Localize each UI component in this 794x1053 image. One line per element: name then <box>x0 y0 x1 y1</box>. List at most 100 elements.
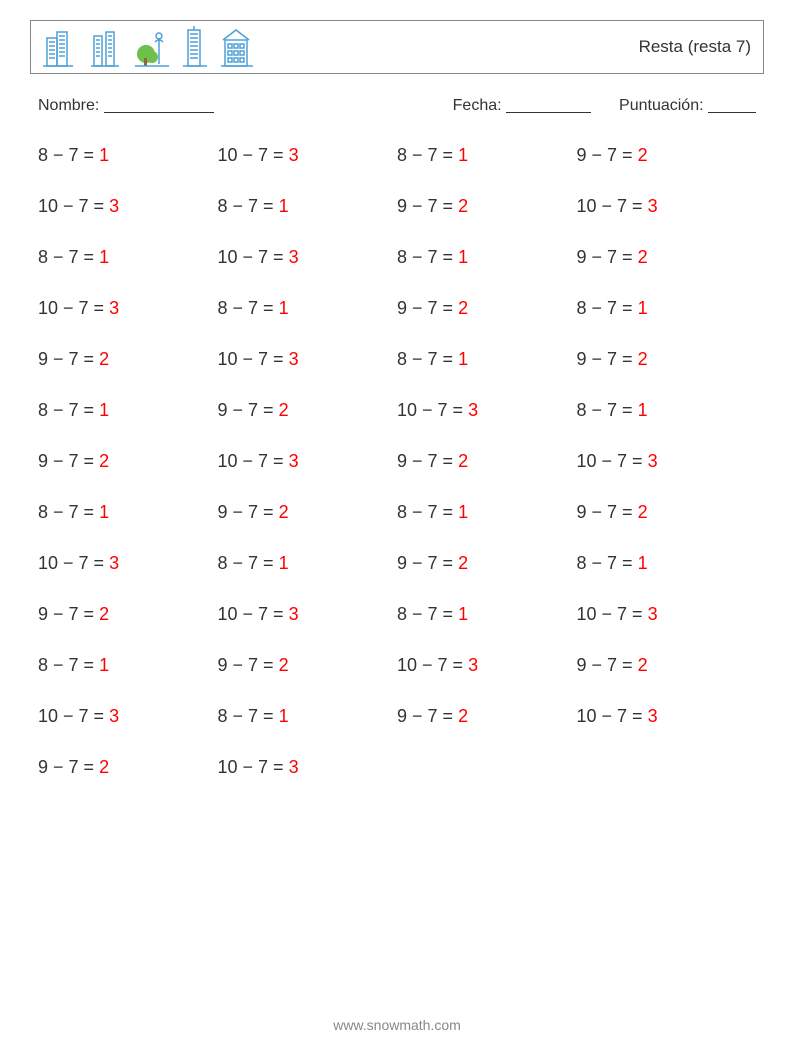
answer-text: 2 <box>279 400 289 420</box>
answer-text: 3 <box>289 604 299 624</box>
answer-text: 3 <box>468 655 478 675</box>
answer-text: 1 <box>279 706 289 726</box>
problem-cell: 8 − 7 = 1 <box>397 349 577 370</box>
answer-text: 1 <box>638 400 648 420</box>
answer-text: 1 <box>99 145 109 165</box>
answer-text: 3 <box>289 145 299 165</box>
answer-text: 2 <box>638 247 648 267</box>
problem-cell: 10 − 7 = 3 <box>38 298 218 319</box>
problem-cell: 10 − 7 = 3 <box>218 145 398 166</box>
equation-text: 8 − 7 = <box>397 145 458 165</box>
answer-text: 2 <box>279 502 289 522</box>
answer-text: 3 <box>468 400 478 420</box>
answer-text: 2 <box>458 298 468 318</box>
equation-text: 9 − 7 = <box>38 757 99 777</box>
answer-text: 2 <box>458 196 468 216</box>
problem-row: 8 − 7 = 110 − 7 = 38 − 7 = 19 − 7 = 2 <box>38 247 756 268</box>
equation-text: 10 − 7 = <box>218 145 289 165</box>
equation-text: 9 − 7 = <box>218 400 279 420</box>
problem-row: 9 − 7 = 210 − 7 = 3 <box>38 757 756 778</box>
answer-text: 3 <box>109 553 119 573</box>
equation-text: 9 − 7 = <box>397 706 458 726</box>
equation-text: 10 − 7 = <box>218 757 289 777</box>
problem-cell: 8 − 7 = 1 <box>38 145 218 166</box>
problem-cell: 8 − 7 = 1 <box>577 400 757 421</box>
problem-row: 9 − 7 = 210 − 7 = 38 − 7 = 19 − 7 = 2 <box>38 349 756 370</box>
problem-row: 8 − 7 = 19 − 7 = 210 − 7 = 38 − 7 = 1 <box>38 400 756 421</box>
header-box: Resta (resta 7) <box>30 20 764 74</box>
answer-text: 1 <box>99 502 109 522</box>
equation-text: 10 − 7 = <box>218 451 289 471</box>
name-field: Nombre: <box>38 96 214 115</box>
problem-cell: 8 − 7 = 1 <box>38 655 218 676</box>
equation-text: 8 − 7 = <box>38 400 99 420</box>
problem-cell: 9 − 7 = 2 <box>397 706 577 727</box>
score-field: Puntuación: <box>619 96 756 115</box>
problem-row: 10 − 7 = 38 − 7 = 19 − 7 = 28 − 7 = 1 <box>38 553 756 574</box>
problem-cell: 9 − 7 = 2 <box>577 349 757 370</box>
equation-text: 8 − 7 = <box>38 247 99 267</box>
answer-text: 1 <box>458 247 468 267</box>
equation-text: 8 − 7 = <box>218 196 279 216</box>
problem-cell: 8 − 7 = 1 <box>397 247 577 268</box>
problem-cell: 10 − 7 = 3 <box>577 604 757 625</box>
equation-text: 10 − 7 = <box>577 604 648 624</box>
problem-cell: 9 − 7 = 2 <box>397 196 577 217</box>
equation-text: 10 − 7 = <box>577 196 648 216</box>
problem-cell: 10 − 7 = 3 <box>218 604 398 625</box>
problem-cell: 9 − 7 = 2 <box>397 298 577 319</box>
answer-text: 2 <box>99 349 109 369</box>
answer-text: 3 <box>289 451 299 471</box>
problem-cell: 8 − 7 = 1 <box>577 553 757 574</box>
answer-text: 2 <box>458 706 468 726</box>
problem-row: 8 − 7 = 19 − 7 = 28 − 7 = 19 − 7 = 2 <box>38 502 756 523</box>
answer-text: 3 <box>648 196 658 216</box>
problem-cell: 9 − 7 = 2 <box>577 145 757 166</box>
problems-grid: 8 − 7 = 110 − 7 = 38 − 7 = 19 − 7 = 210 … <box>30 139 764 778</box>
answer-text: 2 <box>638 655 648 675</box>
score-blank <box>708 99 756 113</box>
answer-text: 2 <box>638 502 648 522</box>
problem-cell: 9 − 7 = 2 <box>218 400 398 421</box>
equation-text: 8 − 7 = <box>397 247 458 267</box>
equation-text: 8 − 7 = <box>397 349 458 369</box>
answer-text: 1 <box>99 400 109 420</box>
problem-cell: 8 − 7 = 1 <box>577 298 757 319</box>
answer-text: 3 <box>289 247 299 267</box>
date-label: Fecha: <box>453 97 502 114</box>
answer-text: 1 <box>458 502 468 522</box>
equation-text: 10 − 7 = <box>397 655 468 675</box>
problem-cell: 9 − 7 = 2 <box>397 553 577 574</box>
equation-text: 10 − 7 = <box>218 247 289 267</box>
header-icons <box>43 26 253 68</box>
problem-cell: 9 − 7 = 2 <box>38 451 218 472</box>
answer-text: 2 <box>458 553 468 573</box>
answer-text: 2 <box>638 349 648 369</box>
score-label: Puntuación: <box>619 97 704 114</box>
equation-text: 9 − 7 = <box>577 502 638 522</box>
problem-row: 10 − 7 = 38 − 7 = 19 − 7 = 28 − 7 = 1 <box>38 298 756 319</box>
equation-text: 9 − 7 = <box>38 604 99 624</box>
equation-text: 8 − 7 = <box>218 706 279 726</box>
answer-text: 1 <box>279 553 289 573</box>
equation-text: 9 − 7 = <box>397 451 458 471</box>
problem-row: 10 − 7 = 38 − 7 = 19 − 7 = 210 − 7 = 3 <box>38 196 756 217</box>
equation-text: 9 − 7 = <box>397 298 458 318</box>
problem-cell: 10 − 7 = 3 <box>218 757 398 778</box>
problem-cell: 10 − 7 = 3 <box>218 451 398 472</box>
answer-text: 2 <box>279 655 289 675</box>
equation-text: 10 − 7 = <box>38 298 109 318</box>
problem-row: 9 − 7 = 210 − 7 = 39 − 7 = 210 − 7 = 3 <box>38 451 756 472</box>
problem-cell: 8 − 7 = 1 <box>38 247 218 268</box>
equation-text: 8 − 7 = <box>38 655 99 675</box>
equation-text: 8 − 7 = <box>38 145 99 165</box>
problem-cell <box>397 757 577 778</box>
equation-text: 8 − 7 = <box>577 400 638 420</box>
answer-text: 2 <box>458 451 468 471</box>
equation-text: 8 − 7 = <box>218 298 279 318</box>
problem-cell: 8 − 7 = 1 <box>38 502 218 523</box>
problem-cell: 8 − 7 = 1 <box>397 604 577 625</box>
towers-icon <box>91 28 121 68</box>
equation-text: 10 − 7 = <box>577 706 648 726</box>
answer-text: 3 <box>109 196 119 216</box>
